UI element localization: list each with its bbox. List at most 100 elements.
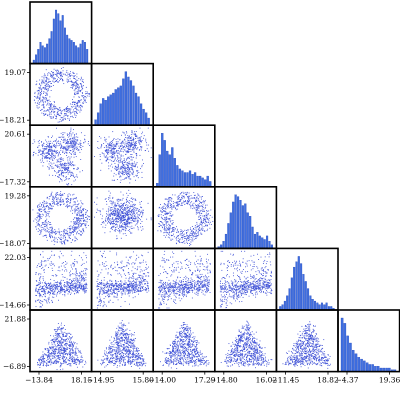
- scatter-point: [128, 216, 130, 218]
- scatter-point: [169, 230, 170, 232]
- scatter-point: [73, 198, 74, 200]
- scatter-point: [196, 205, 198, 206]
- scatter-point: [57, 194, 58, 196]
- scatter-point: [106, 282, 108, 284]
- scatter-point: [49, 211, 51, 213]
- scatter-point: [207, 228, 209, 230]
- scatter-point: [110, 220, 112, 222]
- scatter-point: [100, 146, 102, 148]
- scatter-point: [45, 88, 47, 90]
- scatter-point: [116, 168, 118, 170]
- scatter-point: [195, 209, 197, 211]
- scatter-point: [73, 78, 75, 79]
- scatter-point: [74, 78, 76, 80]
- scatter-point: [41, 265, 43, 266]
- scatter-point: [113, 213, 115, 215]
- scatter-point: [120, 146, 121, 148]
- scatter-point: [77, 93, 79, 95]
- scatter-point: [134, 133, 136, 135]
- scatter-point: [86, 95, 88, 97]
- scatter-point: [83, 272, 85, 274]
- scatter-point: [133, 209, 135, 211]
- scatter-point: [74, 91, 76, 93]
- scatter-point: [66, 155, 68, 156]
- scatter-point: [157, 215, 159, 217]
- scatter-point: [70, 127, 72, 129]
- scatter-point: [196, 210, 198, 212]
- scatter-point: [64, 118, 66, 120]
- scatter-point: [84, 141, 86, 143]
- scatter-point: [39, 202, 41, 204]
- scatter-point: [38, 103, 40, 105]
- scatter-point: [169, 219, 171, 221]
- scatter-point: [103, 293, 105, 294]
- scatter-point: [115, 209, 117, 211]
- scatter-point: [77, 204, 79, 206]
- scatter-point: [172, 230, 173, 232]
- scatter-point: [126, 214, 128, 216]
- scatter-point: [66, 133, 68, 135]
- scatter-point: [99, 294, 100, 296]
- scatter-point: [62, 193, 64, 195]
- scatter-point: [46, 224, 48, 226]
- scatter-point: [130, 178, 132, 180]
- scatter-point: [165, 211, 167, 213]
- scatter-point: [75, 198, 77, 200]
- scatter-point: [131, 142, 133, 144]
- scatter-point: [56, 284, 58, 286]
- scatter-point: [130, 220, 132, 222]
- scatter-point: [63, 73, 64, 75]
- scatter-point: [72, 218, 74, 220]
- scatter-point: [110, 202, 112, 204]
- scatter-point: [99, 136, 100, 137]
- scatter-point: [104, 156, 106, 158]
- scatter-point: [97, 288, 99, 290]
- scatter-point: [42, 286, 44, 287]
- scatter-point: [76, 111, 78, 113]
- scatter-point: [78, 90, 80, 92]
- scatter-point: [168, 218, 170, 220]
- scatter-point: [73, 263, 74, 265]
- scatter-point: [125, 172, 127, 174]
- scatter-point: [133, 172, 134, 174]
- scatter-point: [70, 81, 72, 83]
- scatter-point: [134, 217, 136, 219]
- scatter-point: [48, 80, 50, 82]
- scatter-point: [121, 172, 123, 174]
- scatter-point: [38, 293, 40, 294]
- scatter-point: [106, 203, 108, 205]
- scatter-point: [53, 296, 55, 298]
- scatter-point: [59, 143, 61, 145]
- scatter-point: [129, 178, 131, 180]
- scatter-point: [70, 143, 72, 145]
- scatter-point: [141, 275, 143, 277]
- scatter-point: [62, 201, 64, 203]
- histogram-bar-v5-4: [286, 295, 289, 311]
- scatter-point: [200, 205, 202, 207]
- scatter-point: [66, 239, 68, 241]
- scatter-point: [181, 241, 183, 243]
- scatter-point: [60, 146, 62, 148]
- scatter-point: [116, 144, 118, 146]
- scatter-point: [57, 292, 59, 294]
- scatter-point: [55, 140, 57, 142]
- scatter-point: [47, 222, 49, 224]
- scatter-point: [62, 237, 64, 239]
- scatter-point: [112, 201, 114, 203]
- scatter-point: [46, 292, 48, 294]
- scatter-point: [124, 280, 126, 282]
- scatter-point: [74, 217, 76, 218]
- scatter-point: [39, 294, 41, 296]
- scatter-point: [140, 290, 142, 292]
- scatter-point: [62, 255, 64, 257]
- scatter-point: [60, 200, 61, 202]
- scatter-point: [58, 177, 60, 178]
- scatter-point: [114, 213, 116, 215]
- scatter-point: [126, 174, 128, 175]
- scatter-point: [158, 223, 160, 225]
- scatter-point: [60, 144, 62, 146]
- scatter-point: [60, 281, 62, 283]
- scatter-point: [70, 287, 72, 289]
- scatter-point: [113, 160, 115, 162]
- scatter-point: [158, 206, 160, 208]
